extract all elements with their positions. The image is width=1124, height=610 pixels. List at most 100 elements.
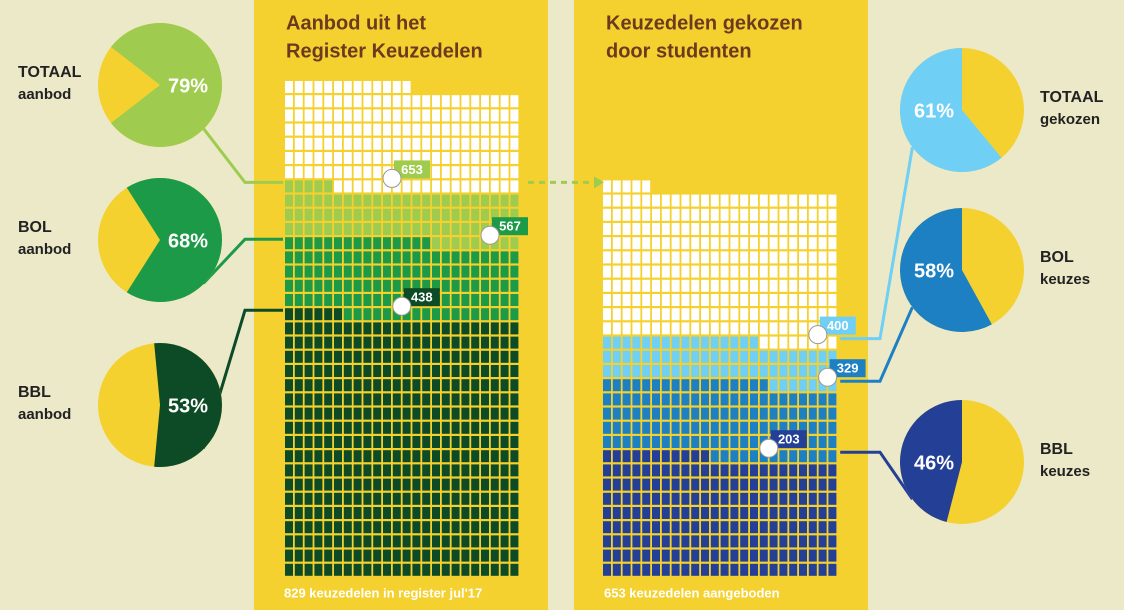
waffle-cell	[710, 393, 719, 406]
waffle-cell	[510, 379, 519, 392]
waffle-cell	[481, 436, 489, 448]
waffle-cell	[510, 208, 519, 221]
waffle-cell	[304, 265, 313, 278]
waffle-cell	[441, 279, 450, 292]
waffle-cell	[789, 279, 798, 292]
waffle-cell	[412, 365, 421, 377]
waffle-cell	[632, 450, 641, 463]
waffle-cell	[808, 492, 817, 505]
waffle-cell	[353, 549, 362, 562]
waffle-cell	[799, 507, 807, 519]
waffle-cell	[818, 549, 827, 562]
waffle-cell	[412, 251, 421, 264]
waffle-cell	[671, 436, 680, 448]
waffle-cell	[808, 521, 817, 534]
waffle-cell	[294, 265, 303, 278]
waffle-cell	[671, 336, 680, 349]
waffle-cell	[402, 450, 411, 463]
waffle-cell	[652, 265, 660, 278]
waffle-cell	[412, 421, 421, 434]
waffle-cell	[441, 322, 450, 335]
waffle-cell	[632, 563, 641, 576]
waffle-cell	[612, 194, 621, 207]
waffle-cell	[304, 308, 313, 321]
waffle-cell	[314, 152, 323, 164]
waffle-cell	[422, 194, 431, 207]
waffle-cell	[622, 450, 631, 463]
waffle-cell	[422, 365, 431, 377]
waffle-cell	[759, 336, 768, 349]
waffle-cell	[334, 166, 342, 179]
waffle-cell	[652, 407, 660, 420]
waffle-cell	[828, 393, 837, 406]
waffle-cell	[510, 365, 519, 377]
waffle-cell	[671, 365, 680, 377]
waffle-cell	[500, 322, 509, 335]
waffle-cell	[720, 223, 729, 235]
waffle-cell	[701, 393, 709, 406]
waffle-cell	[818, 251, 827, 264]
waffle-cell	[730, 379, 739, 392]
waffle-cell	[422, 407, 431, 420]
waffle-cell	[422, 350, 431, 363]
waffle-cell	[759, 507, 768, 519]
waffle-cell	[451, 308, 460, 321]
waffle-cell	[363, 535, 372, 548]
waffle-cell	[363, 237, 372, 250]
waffle-cell	[510, 436, 519, 448]
waffle-cell	[490, 365, 499, 377]
waffle-cell	[441, 208, 450, 221]
waffle-cell	[481, 492, 489, 505]
waffle-cell	[324, 379, 333, 392]
waffle-cell	[671, 208, 680, 221]
waffle-cell	[441, 308, 450, 321]
pie-label: 58%	[914, 260, 954, 282]
waffle-cell	[451, 152, 460, 164]
waffle-cell	[720, 379, 729, 392]
waffle-cell	[334, 492, 342, 505]
waffle-cell	[373, 450, 382, 463]
badge-icon	[382, 168, 402, 188]
waffle-cell	[769, 407, 778, 420]
waffle-cell	[681, 549, 690, 562]
waffle-cell	[603, 322, 611, 335]
waffle-cell	[603, 194, 611, 207]
waffle-cell	[510, 95, 519, 108]
waffle-cell	[720, 350, 729, 363]
badge-icon	[818, 367, 838, 387]
waffle-cell	[720, 436, 729, 448]
waffle-cell	[461, 563, 470, 576]
waffle-cell	[710, 265, 719, 278]
waffle-cell	[622, 464, 631, 477]
waffle-cell	[304, 152, 313, 164]
waffle-cell	[691, 336, 700, 349]
waffle-cell	[828, 350, 837, 363]
waffle-cell	[661, 365, 670, 377]
waffle-cell	[740, 563, 749, 576]
waffle-cell	[343, 251, 352, 264]
waffle-cell	[622, 421, 631, 434]
waffle-cell	[740, 450, 749, 463]
waffle-cell	[294, 421, 303, 434]
waffle-cell	[603, 180, 611, 193]
waffle-cell	[701, 223, 709, 235]
waffle-cell	[334, 251, 342, 264]
waffle-cell	[681, 251, 690, 264]
waffle-cell	[632, 478, 641, 491]
waffle-cell	[510, 393, 519, 406]
waffle-cell	[294, 294, 303, 306]
waffle-cell	[612, 294, 621, 306]
waffle-cell	[500, 535, 509, 548]
waffle-cell	[412, 322, 421, 335]
waffle-cell	[490, 549, 499, 562]
waffle-cell	[510, 407, 519, 420]
waffle-cell	[642, 478, 651, 491]
waffle-cell	[661, 194, 670, 207]
waffle-cell	[373, 81, 382, 93]
waffle-cell	[779, 194, 788, 207]
waffle-cell	[642, 365, 651, 377]
waffle-cell	[392, 393, 401, 406]
waffle-cell	[432, 265, 440, 278]
waffle-cell	[402, 464, 411, 477]
waffle-cell	[500, 379, 509, 392]
